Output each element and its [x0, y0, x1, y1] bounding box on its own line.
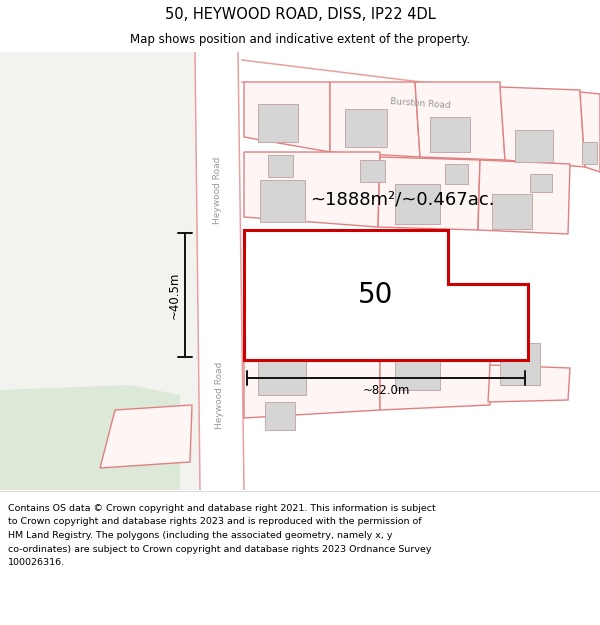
Bar	[395, 342, 440, 390]
Text: 50, HEYWOOD ROAD, DISS, IP22 4DL: 50, HEYWOOD ROAD, DISS, IP22 4DL	[164, 7, 436, 22]
Bar	[360, 160, 385, 182]
Text: 50: 50	[358, 281, 394, 309]
Text: Heywood Road: Heywood Road	[214, 156, 223, 224]
Bar	[260, 180, 305, 222]
Bar	[395, 184, 440, 224]
Polygon shape	[380, 360, 490, 410]
Bar	[0, 52, 215, 490]
Bar	[445, 164, 468, 184]
Bar	[515, 130, 553, 162]
Polygon shape	[195, 52, 244, 490]
Bar	[530, 174, 552, 192]
Polygon shape	[100, 405, 192, 468]
Bar	[430, 117, 470, 152]
Polygon shape	[242, 60, 600, 124]
Text: ~40.5m: ~40.5m	[168, 271, 181, 319]
Polygon shape	[478, 160, 570, 234]
Text: Map shows position and indicative extent of the property.: Map shows position and indicative extent…	[130, 32, 470, 46]
Text: co-ordinates) are subject to Crown copyright and database rights 2023 Ordnance S: co-ordinates) are subject to Crown copyr…	[8, 544, 431, 554]
Polygon shape	[488, 365, 570, 402]
Text: Burston Road: Burston Road	[389, 98, 451, 111]
Bar	[582, 142, 597, 164]
Bar	[258, 104, 298, 142]
Text: to Crown copyright and database rights 2023 and is reproduced with the permissio: to Crown copyright and database rights 2…	[8, 518, 422, 526]
Bar	[258, 345, 306, 395]
Text: Contains OS data © Crown copyright and database right 2021. This information is : Contains OS data © Crown copyright and d…	[8, 504, 436, 513]
Bar	[278, 235, 306, 257]
Text: HM Land Registry. The polygons (including the associated geometry, namely x, y: HM Land Registry. The polygons (includin…	[8, 531, 392, 540]
Polygon shape	[244, 230, 528, 360]
Bar	[268, 155, 293, 177]
Text: ~82.0m: ~82.0m	[362, 384, 410, 397]
Bar	[412, 240, 440, 260]
Text: Heywood Road: Heywood Road	[215, 361, 224, 429]
Bar	[345, 109, 387, 147]
Text: 100026316.: 100026316.	[8, 558, 65, 567]
Polygon shape	[330, 82, 420, 157]
Bar	[500, 343, 540, 385]
Polygon shape	[244, 360, 380, 418]
Polygon shape	[580, 92, 600, 172]
Polygon shape	[415, 82, 505, 160]
Polygon shape	[0, 385, 180, 490]
Polygon shape	[500, 87, 585, 167]
Polygon shape	[378, 157, 480, 230]
Text: ~1888m²/~0.467ac.: ~1888m²/~0.467ac.	[310, 191, 494, 209]
Bar	[265, 402, 295, 430]
Polygon shape	[244, 152, 380, 227]
Polygon shape	[244, 82, 330, 152]
Bar	[492, 194, 532, 229]
